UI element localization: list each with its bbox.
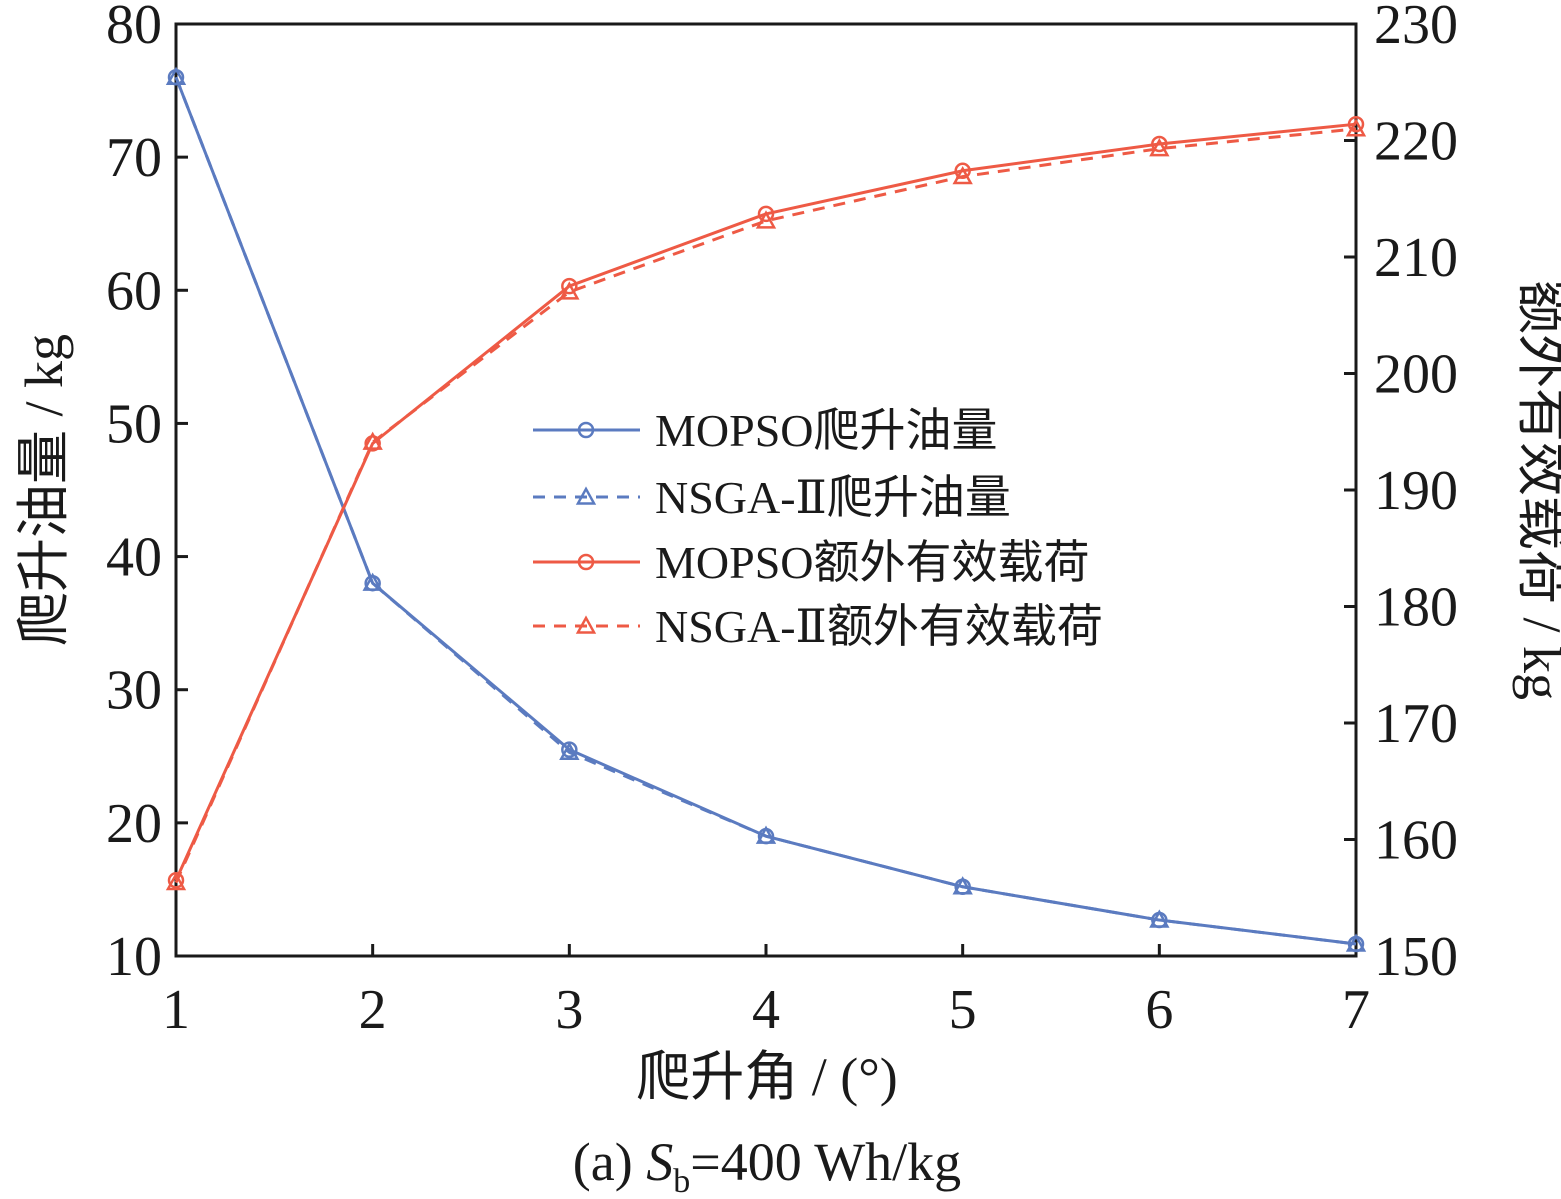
left-y-tick-label: 80 (106, 0, 162, 56)
series-layer (165, 66, 1367, 953)
legend-marker-3 (575, 615, 597, 634)
right-y-tick-label: 170 (1374, 693, 1458, 755)
series-3-point (1149, 138, 1170, 157)
legend-label-0: MOPSO爬升油量 (655, 405, 998, 456)
x-tick-label: 6 (1145, 979, 1173, 1041)
left-y-tick-label: 10 (106, 926, 162, 988)
legend-marker-0 (577, 421, 595, 439)
series-3-point (755, 210, 777, 229)
right-y-tick-label: 210 (1374, 227, 1458, 289)
series-1-point (559, 741, 580, 760)
series-1-point (1345, 933, 1367, 952)
series-3-point (165, 871, 187, 891)
x-tick-label: 5 (949, 979, 977, 1041)
right-y-tick-label: 160 (1374, 810, 1458, 872)
x-tick-label: 2 (359, 979, 387, 1041)
caption-subscript: b (673, 1163, 690, 1199)
legend-marker-2 (577, 553, 595, 571)
right-y-tick-label: 150 (1374, 926, 1458, 988)
left-y-tick-label: 60 (106, 260, 162, 322)
legend-label-2: MOPSO额外有效载荷 (655, 537, 1090, 588)
x-tick-label: 3 (555, 979, 583, 1041)
left-y-tick-label: 40 (106, 527, 162, 589)
series-3-point (952, 165, 973, 185)
series-3-point (1345, 118, 1367, 137)
right-y-tick-label: 230 (1374, 0, 1458, 56)
chart-caption: (a) Sb=400 Wh/kg (573, 1132, 961, 1199)
series-line-1 (174, 76, 1357, 946)
right-y-tick-label: 190 (1374, 460, 1458, 522)
left-y-tick-label: 20 (106, 793, 162, 855)
series-3-point (362, 431, 383, 450)
series-2-point (757, 205, 775, 223)
series-1-point (952, 876, 973, 895)
series-2-point (561, 277, 578, 295)
left-y-tick-label: 30 (106, 660, 162, 722)
x-tick-label: 1 (162, 979, 190, 1041)
left-axis-label: 爬升油量 / kg (14, 334, 74, 646)
legend-label-3: NSGA-Ⅱ额外有效载荷 (655, 601, 1103, 652)
series-2-point (1151, 135, 1168, 153)
right-y-tick-label: 200 (1374, 344, 1458, 406)
series-1-point (1149, 909, 1170, 928)
caption-prefix: (a) (573, 1132, 646, 1192)
left-y-tick-label: 50 (106, 393, 162, 455)
x-axis-label: 爬升角 / (°) (636, 1047, 898, 1107)
series-1-point (165, 66, 187, 85)
caption-variable: S (646, 1132, 673, 1192)
x-tick-label: 4 (752, 979, 780, 1041)
series-1 (165, 66, 1367, 952)
legend-label-1: NSGA-Ⅱ爬升油量 (655, 472, 1011, 523)
series-1-point (362, 572, 383, 591)
legend-marker-1 (575, 486, 597, 505)
axes-layer: 1 2 3 4 5 6 7 10 20 30 40 50 60 70 80 150 160 170 180 190 20… (106, 0, 1458, 1041)
caption-rest: =400 Wh/kg (690, 1132, 961, 1192)
right-y-tick-label: 180 (1374, 577, 1458, 639)
series-2-point (1347, 115, 1365, 133)
series-3 (165, 118, 1367, 891)
series-3-point (559, 281, 580, 300)
series-1-point (755, 825, 777, 844)
legend: MOPSO爬升油量 NSGA-Ⅱ爬升油量 MOPSO额外有效载荷 NSGA-Ⅱ额外有效… (533, 405, 1103, 652)
right-y-tick-label: 220 (1374, 111, 1458, 173)
x-tick-label: 7 (1342, 979, 1370, 1041)
right-axis-label: 额外有效载荷 / kg (1512, 280, 1561, 700)
left-y-tick-label: 70 (106, 127, 162, 189)
